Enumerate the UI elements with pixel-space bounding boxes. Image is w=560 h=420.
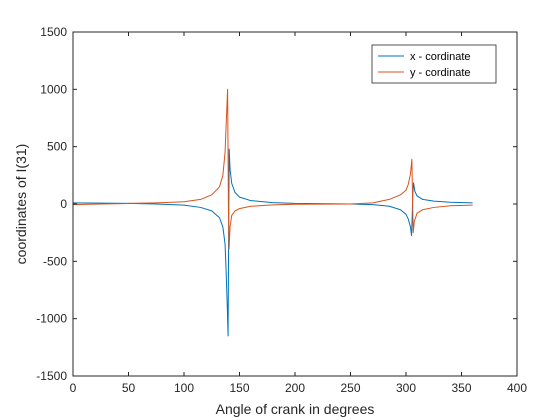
x-tick-label: 300: [396, 381, 416, 395]
legend-label-y: y - cordinate: [410, 67, 471, 79]
x-tick-label: 0: [70, 381, 77, 395]
y-tick-label: 1500: [40, 25, 67, 39]
x-tick-label: 350: [451, 381, 471, 395]
x-tick-label: 150: [229, 381, 249, 395]
y-tick-label: -1000: [36, 312, 67, 326]
y-tick-label: 0: [60, 197, 67, 211]
x-tick-label: 50: [122, 381, 136, 395]
legend: x - cordinate y - cordinate: [372, 45, 496, 83]
x-axis-label: Angle of crank in degrees: [216, 401, 375, 417]
y-tick-label: 500: [47, 140, 67, 154]
y-tick-label: -1500: [36, 369, 67, 383]
x-tick-label: 400: [507, 381, 527, 395]
y-tick-label: -500: [43, 254, 67, 268]
x-tick-label: 200: [285, 381, 305, 395]
legend-label-x: x - cordinate: [410, 51, 471, 63]
x-tick-label: 100: [174, 381, 194, 395]
x-tick-label: 250: [340, 381, 360, 395]
y-tick-label: 1000: [40, 82, 67, 96]
y-axis-label: coordinates of I(31): [13, 144, 29, 265]
